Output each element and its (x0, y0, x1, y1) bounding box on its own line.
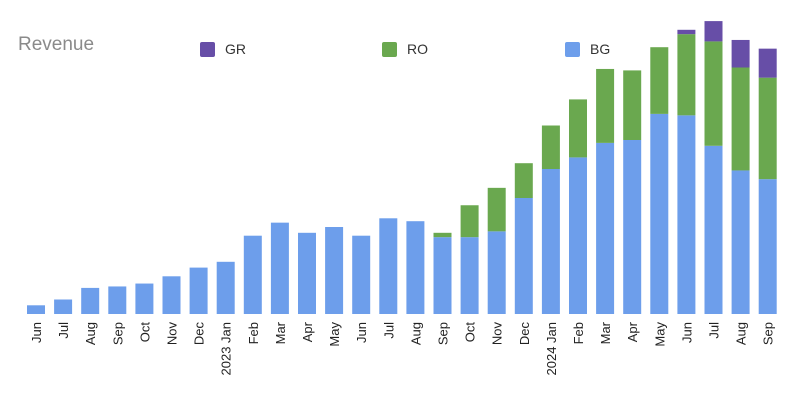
x-tick-label: Dec (192, 322, 207, 346)
bar-gr-24[interactable] (677, 29, 696, 35)
bar-gr-27[interactable] (758, 48, 777, 78)
legend-swatch-ro (382, 41, 397, 57)
legend-swatch-gr (200, 41, 215, 57)
bar-bg-8[interactable] (243, 235, 262, 314)
bar-ro-21[interactable] (596, 68, 615, 143)
bar-ro-17[interactable] (487, 187, 506, 232)
bar-bg-16[interactable] (460, 237, 479, 314)
bar-bg-5[interactable] (162, 276, 181, 314)
bar-ro-19[interactable] (541, 125, 560, 170)
bar-bg-9[interactable] (270, 222, 289, 314)
bar-bg-20[interactable] (569, 157, 587, 314)
x-tick-label: Apr (300, 321, 315, 342)
bar-gr-25[interactable] (704, 21, 723, 42)
bar-bg-26[interactable] (731, 170, 750, 314)
x-tick-label: 2023 Jan (219, 322, 234, 376)
x-tick-label: Jun (354, 322, 369, 343)
legend-label-gr: GR (225, 41, 246, 57)
bar-bg-14[interactable] (406, 221, 425, 314)
x-tick-label: Dec (517, 322, 532, 346)
bar-bg-12[interactable] (352, 235, 371, 314)
bar-bg-7[interactable] (216, 261, 235, 314)
legend-item-ro[interactable]: RO (382, 40, 428, 58)
bar-bg-4[interactable] (135, 283, 154, 314)
x-tick-label: Jul (381, 322, 396, 339)
legend-item-gr[interactable]: GR (200, 40, 246, 58)
x-tick-label: Oct (137, 322, 152, 343)
x-tick-label: Jul (56, 322, 71, 339)
legend-label-bg: BG (590, 41, 611, 57)
bar-bg-0[interactable] (27, 305, 45, 314)
bar-bg-25[interactable] (704, 145, 723, 314)
x-tick-label: Sep (761, 322, 776, 345)
x-tick-label: Aug (408, 322, 423, 345)
bar-bg-21[interactable] (596, 142, 615, 314)
x-tick-label: Feb (571, 322, 586, 344)
bar-bg-18[interactable] (514, 198, 533, 314)
x-tick-label: Jun (29, 322, 44, 343)
bar-bg-10[interactable] (298, 232, 316, 314)
x-tick-label: Aug (734, 322, 749, 345)
chart-title: Revenue (18, 34, 95, 55)
x-tick-label: Jul (707, 322, 722, 339)
bar-bg-15[interactable] (433, 237, 452, 314)
bar-gr-26[interactable] (731, 39, 750, 68)
x-tick-label: Oct (463, 322, 478, 343)
x-tick-label: 2024 Jan (544, 322, 559, 376)
bar-bg-22[interactable] (623, 140, 642, 314)
bar-ro-27[interactable] (758, 77, 777, 180)
x-tick-label: Nov (165, 322, 180, 346)
x-tick-label: Sep (110, 322, 125, 345)
bar-bg-6[interactable] (189, 267, 208, 314)
bar-bg-13[interactable] (379, 218, 398, 314)
legend-label-ro: RO (407, 41, 428, 57)
bar-bg-24[interactable] (677, 115, 696, 314)
bar-ro-23[interactable] (650, 47, 669, 114)
x-tick-label: May (327, 322, 342, 347)
x-tick-label: May (652, 322, 667, 347)
bar-bg-19[interactable] (541, 169, 560, 314)
bar-ro-24[interactable] (677, 34, 696, 116)
bar-bg-11[interactable] (325, 227, 344, 314)
bar-ro-22[interactable] (623, 70, 642, 140)
bar-ro-15[interactable] (433, 232, 452, 238)
bar-bg-3[interactable] (108, 286, 127, 314)
bar-bg-23[interactable] (650, 113, 669, 315)
bar-bg-17[interactable] (487, 231, 506, 314)
x-tick-label: Mar (598, 321, 613, 344)
bar-ro-16[interactable] (460, 205, 479, 238)
x-tick-label: Nov (490, 322, 505, 346)
bar-ro-26[interactable] (731, 67, 750, 171)
x-tick-label: Apr (625, 321, 640, 342)
x-tick-label: Aug (83, 322, 98, 345)
bar-bg-27[interactable] (758, 179, 777, 314)
legend-swatch-bg (565, 41, 580, 57)
legend-item-bg[interactable]: BG (565, 40, 610, 58)
bar-bg-2[interactable] (81, 287, 100, 314)
x-tick-label: Mar (273, 321, 288, 344)
x-tick-label: Feb (246, 322, 261, 344)
bar-ro-25[interactable] (704, 41, 723, 146)
x-tick-label: Jun (679, 322, 694, 343)
bar-ro-18[interactable] (514, 163, 533, 198)
bar-ro-20[interactable] (569, 99, 587, 158)
bar-bg-1[interactable] (54, 299, 73, 315)
x-tick-label: Sep (436, 322, 451, 345)
